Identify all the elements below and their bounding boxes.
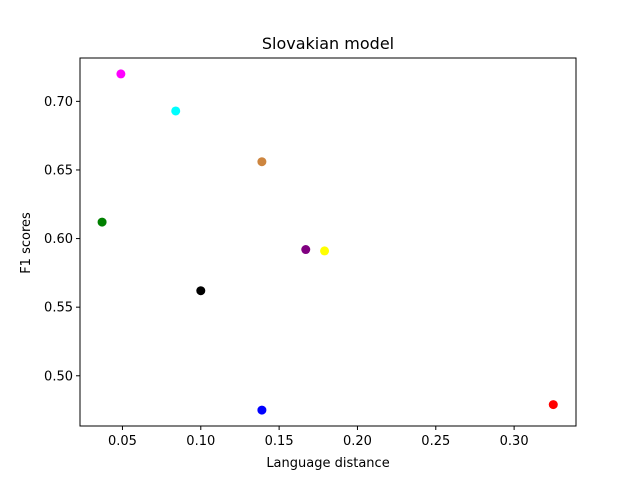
- data-point: [257, 157, 267, 167]
- y-tick-label: 0.60: [44, 232, 73, 247]
- data-point: [171, 106, 181, 116]
- y-axis-label: F1 scores: [19, 212, 34, 274]
- y-tick-label: 0.55: [44, 301, 73, 316]
- data-point: [548, 400, 558, 410]
- data-point: [116, 69, 126, 79]
- y-tick-label: 0.50: [44, 369, 73, 384]
- y-tick-label: 0.65: [44, 163, 73, 178]
- plot-area: [97, 69, 558, 415]
- x-tick-label: 0.10: [186, 434, 215, 449]
- data-point: [257, 405, 267, 415]
- data-point: [97, 217, 107, 227]
- x-tick-label: 0.15: [265, 434, 294, 449]
- data-point: [301, 245, 311, 255]
- chart-title: Slovakian model: [262, 34, 394, 53]
- x-tick-label: 0.30: [500, 434, 529, 449]
- data-point: [320, 246, 330, 256]
- plot-frame: [79, 57, 577, 427]
- x-tick-label: 0.05: [108, 434, 137, 449]
- data-point: [196, 286, 206, 296]
- y-tick-label: 0.70: [44, 95, 73, 110]
- x-tick-label: 0.25: [421, 434, 450, 449]
- x-axis-label: Language distance: [266, 456, 389, 471]
- x-tick-label: 0.20: [343, 434, 372, 449]
